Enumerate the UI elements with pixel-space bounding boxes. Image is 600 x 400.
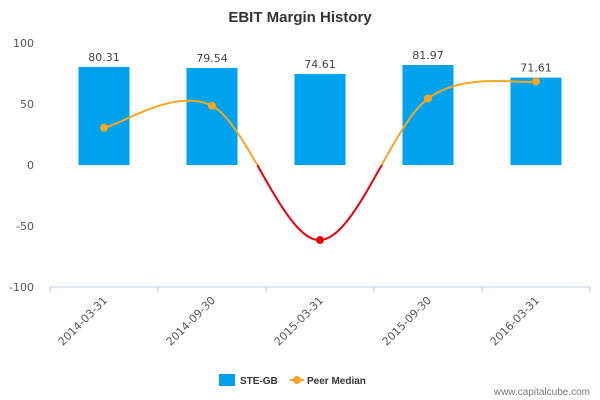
chart-title: EBIT Margin History [228,9,372,26]
bar-data-label: 74.61 [304,58,336,71]
y-tick-label: -50 [16,220,34,233]
legend-label-peer-median: Peer Median [307,376,366,387]
bar [510,77,562,165]
legend-marker-peer-median [293,376,301,384]
y-axis: 100 50 0 -50 -100 [9,37,34,294]
bar [294,73,346,165]
bar [402,64,454,165]
legend: STE-GB Peer Median [219,374,366,387]
y-tick-label: 100 [13,37,34,50]
y-tick-label: 50 [20,98,34,111]
line-segment [103,99,259,166]
x-tick-label: 2016-03-31 [488,294,542,348]
line-point [316,236,324,245]
bar-series [78,64,562,165]
bar-data-label: 81.97 [412,49,444,62]
bar [186,67,238,165]
y-tick-label: 0 [27,159,34,172]
bar-data-label: 71.61 [520,62,552,75]
line-point [100,123,108,132]
x-tick-label: 2015-03-31 [272,294,326,348]
line-segment [381,80,537,165]
bar [78,67,130,165]
peer-median-series [100,77,540,245]
line-point [532,77,540,86]
bar-data-label: 79.54 [196,52,228,65]
legend-swatch-ste-gb [219,374,235,386]
line-point [424,94,432,103]
line-point [208,101,216,110]
x-tick-label: 2014-09-30 [164,294,218,348]
x-tick-label: 2015-09-30 [380,294,434,348]
bar-data-label: 80.31 [88,51,120,64]
x-axis: 2014-03-31 2014-09-30 2015-03-31 2015-09-30… [49,286,591,348]
bar-data-labels: 80.31 79.54 74.61 81.97 71.61 [88,49,552,75]
y-tick-label: -100 [9,281,34,294]
source-credit: www.capitalcube.com [493,387,590,398]
x-tick-label: 2014-03-31 [56,294,110,348]
legend-label-ste-gb: STE-GB [240,376,278,387]
line-segment [256,164,383,242]
